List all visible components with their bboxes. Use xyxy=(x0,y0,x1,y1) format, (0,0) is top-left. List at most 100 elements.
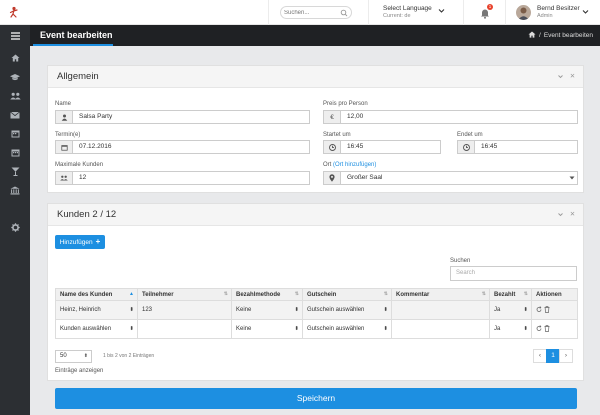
select-arrows-icon: ⬍ xyxy=(83,353,88,359)
user-name: Bernd Besitzer xyxy=(537,5,580,12)
euro-icon: € xyxy=(324,111,341,123)
menu-toggle-icon[interactable] xyxy=(0,29,30,43)
language-current: Current: de xyxy=(383,13,411,19)
calendar-icon xyxy=(56,141,73,153)
trash-icon[interactable] xyxy=(544,306,550,314)
page-size-select[interactable]: 50 ⬍ xyxy=(55,350,92,363)
participants-cell[interactable] xyxy=(137,319,232,339)
select-arrows-icon: ⬍ xyxy=(294,326,299,332)
pagination-prev-button[interactable]: ‹ xyxy=(533,349,547,363)
chevron-down-icon xyxy=(438,8,445,14)
chevron-down-icon xyxy=(567,172,577,184)
table-header-row: Name des Kunden ▲ Teilnehmer ⇅ Bezahlmetho… xyxy=(55,288,578,301)
gear-icon[interactable] xyxy=(0,220,30,234)
column-header[interactable]: Bezahlmethode ⇅ xyxy=(231,288,303,301)
trash-icon[interactable] xyxy=(544,325,550,333)
end-time-field[interactable]: 16:45 xyxy=(457,140,578,154)
start-time-value: 16:45 xyxy=(347,143,364,150)
divider xyxy=(505,0,506,25)
date-value: 07.12.2016 xyxy=(79,143,112,150)
avatar[interactable] xyxy=(516,5,531,20)
column-header[interactable]: Name des Kunden ▲ xyxy=(55,288,138,301)
cocktail-icon[interactable] xyxy=(0,164,30,178)
general-panel: Allgemein ✕ Name Salsa Party Preis pro P… xyxy=(47,65,584,193)
sort-icon: ⇅ xyxy=(481,291,486,297)
title-bar: Event bearbeiten / Event bearbeiten xyxy=(30,25,600,46)
voucher-select[interactable]: Gutschein auswählen ⬍ xyxy=(302,300,392,320)
language-selector[interactable]: Select Language Current: de xyxy=(383,5,445,21)
bell-icon[interactable] xyxy=(478,6,492,20)
date-field[interactable]: 07.12.2016 xyxy=(55,140,310,154)
users-icon xyxy=(56,172,73,184)
column-header[interactable]: Gutschein ⇅ xyxy=(302,288,392,301)
participants-cell[interactable]: 123 xyxy=(137,300,232,320)
sort-icon: ⇅ xyxy=(294,291,299,297)
column-header[interactable]: Kommentar ⇅ xyxy=(391,288,490,301)
add-place-link[interactable]: (Ort hinzufügen) xyxy=(333,162,377,168)
calendar-check-icon[interactable] xyxy=(0,145,30,159)
max-customers-label: Maximale Kunden xyxy=(55,162,104,168)
users-icon[interactable] xyxy=(0,89,30,103)
global-search[interactable] xyxy=(280,6,352,19)
graduation-cap-icon[interactable] xyxy=(0,70,30,84)
customer-select[interactable]: Heinz, Heinrich ⬍ xyxy=(55,300,138,320)
table-info: 1 bis 2 von 2 Einträgen xyxy=(103,353,155,359)
app-logo[interactable] xyxy=(9,6,21,18)
user-info[interactable]: Bernd Besitzer Admin xyxy=(537,5,580,19)
home-icon[interactable] xyxy=(0,51,30,65)
page-size-value: 50 xyxy=(60,353,67,359)
price-field[interactable]: € 12,00 xyxy=(323,110,578,124)
calendar-icon[interactable] xyxy=(0,126,30,140)
select-arrows-icon: ⬍ xyxy=(129,326,134,332)
name-field[interactable]: Salsa Party xyxy=(55,110,310,124)
clock-icon xyxy=(324,141,341,153)
payment-method-select[interactable]: Keine ⬍ xyxy=(231,319,303,339)
global-search-input[interactable] xyxy=(284,8,339,18)
home-icon[interactable] xyxy=(528,31,536,40)
comment-cell[interactable] xyxy=(391,300,490,320)
table-row: Heinz, Heinrich ⬍ 123 Keine ⬍ Gutschein au… xyxy=(55,300,578,320)
select-arrows-icon: ⬍ xyxy=(129,307,134,313)
refresh-icon[interactable] xyxy=(536,325,542,332)
price-value: 12,00 xyxy=(347,113,364,120)
notification-badge: 1 xyxy=(487,4,493,10)
comment-cell[interactable] xyxy=(391,319,490,339)
place-value: Großer Saal xyxy=(347,174,383,181)
panel-header: Kunden 2 / 12 ✕ xyxy=(48,204,583,226)
customer-select[interactable]: Kunden auswählen ⬍ xyxy=(55,319,138,339)
collapse-icon[interactable] xyxy=(557,211,564,218)
payment-method-select[interactable]: Keine ⬍ xyxy=(231,300,303,320)
name-value: Salsa Party xyxy=(79,113,113,120)
search-icon[interactable] xyxy=(340,8,348,18)
refresh-icon[interactable] xyxy=(536,306,542,313)
active-tab-indicator xyxy=(33,44,113,46)
name-label: Name xyxy=(55,101,72,107)
pagination-next-button[interactable]: › xyxy=(559,349,573,363)
sort-icon: ⇅ xyxy=(383,291,388,297)
pagination-page-button[interactable]: 1 xyxy=(546,349,560,363)
place-select[interactable]: Großer Saal xyxy=(323,171,578,185)
max-customers-field[interactable]: 12 xyxy=(55,171,310,185)
column-header: Aktionen xyxy=(531,288,578,301)
voucher-select[interactable]: Gutschein auswählen ⬍ xyxy=(302,319,392,339)
paid-select[interactable]: Ja ⬍ xyxy=(489,319,532,339)
start-time-field[interactable]: 16:45 xyxy=(323,140,441,154)
panel-header: Allgemein ✕ xyxy=(48,66,583,88)
column-header[interactable]: Bezahlt ⇅ xyxy=(489,288,532,301)
close-icon[interactable]: ✕ xyxy=(569,73,576,80)
divider xyxy=(268,0,269,25)
save-button[interactable]: Speichern xyxy=(55,388,577,409)
select-arrows-icon: ⬍ xyxy=(383,307,388,313)
add-customer-label: Hinzufügen xyxy=(59,238,93,246)
bank-icon[interactable] xyxy=(0,183,30,197)
actions-cell xyxy=(531,319,578,339)
paid-select[interactable]: Ja ⬍ xyxy=(489,300,532,320)
chevron-down-icon[interactable] xyxy=(582,9,589,15)
close-icon[interactable]: ✕ xyxy=(569,211,576,218)
table-search-input[interactable]: Search xyxy=(450,266,577,281)
end-time-value: 16:45 xyxy=(481,143,498,150)
column-header[interactable]: Teilnehmer ⇅ xyxy=(137,288,232,301)
add-customer-button[interactable]: Hinzufügen + xyxy=(55,235,105,249)
envelope-icon[interactable] xyxy=(0,108,30,122)
collapse-icon[interactable] xyxy=(557,73,564,80)
